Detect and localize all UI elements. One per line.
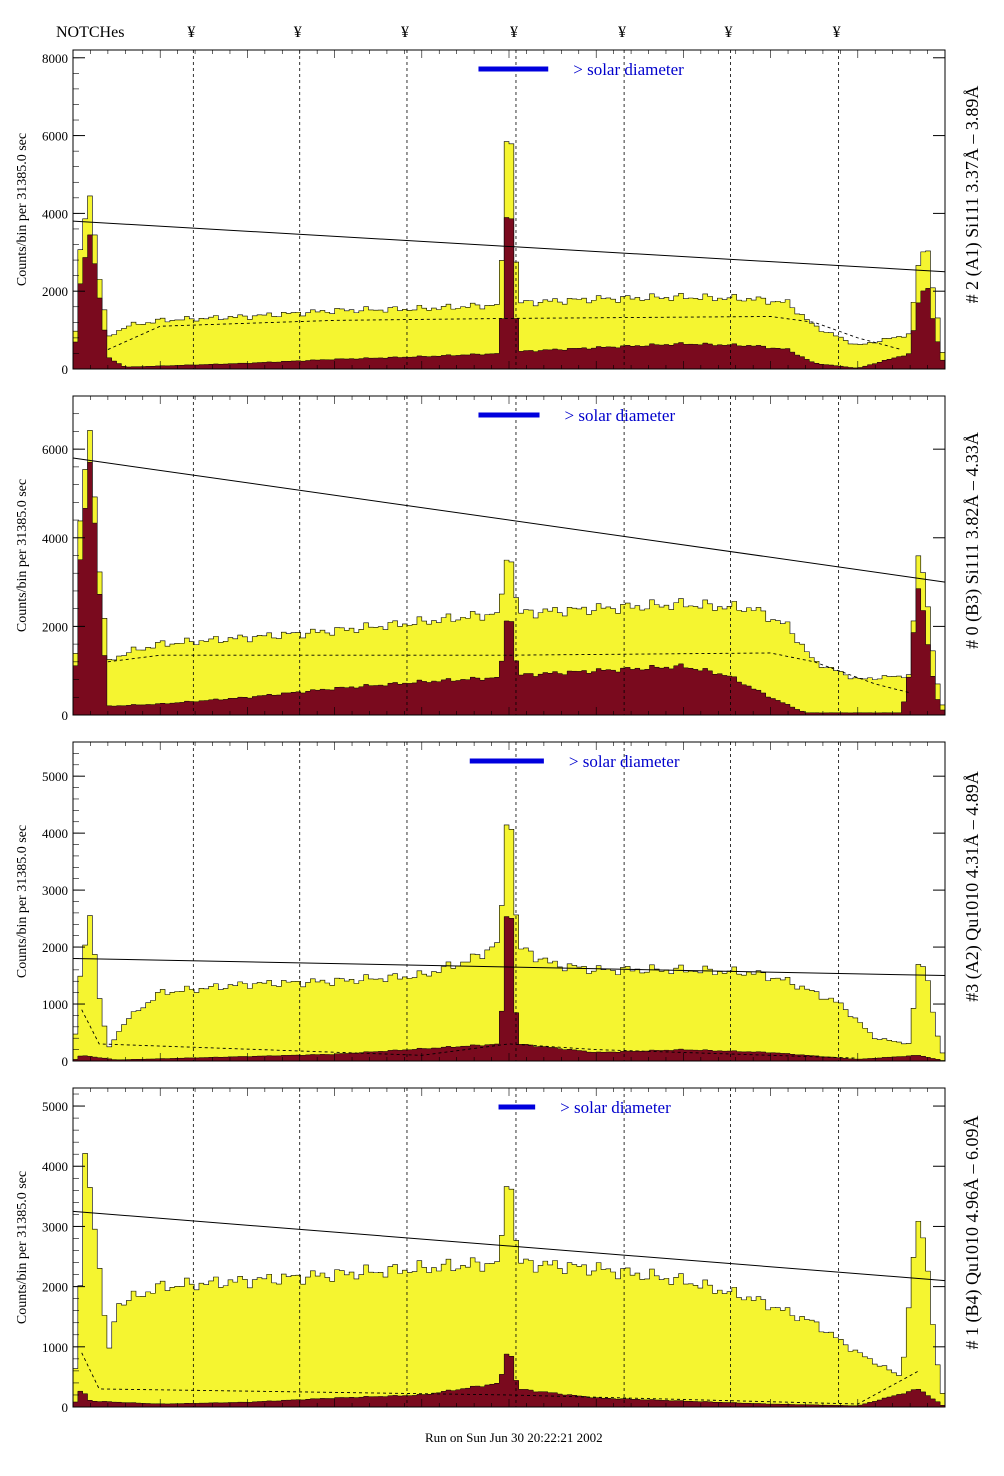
ytick-label-5: 5000 xyxy=(42,1099,68,1114)
ytick-label-0: 0 xyxy=(62,1400,69,1415)
solar-diameter-annotation: > solar diameter xyxy=(565,406,676,425)
notch-symbol-7: ¥ xyxy=(833,24,841,41)
darkred-histogram xyxy=(72,1353,946,1408)
trend-line xyxy=(72,220,946,273)
trend-line xyxy=(72,457,946,583)
chart-panel-3: 0 1000 2000 3000 4000 5000 Counts/bin per 3138… xyxy=(15,741,983,1069)
ytick-label-2: 4000 xyxy=(42,531,68,546)
trend-line xyxy=(72,957,946,977)
notch-symbol-4: ¥ xyxy=(510,24,518,41)
solar-diameter-annotation: > solar diameter xyxy=(573,60,684,79)
ytick-label-0: 0 xyxy=(62,1054,69,1069)
ytick-label-0: 0 xyxy=(62,362,69,377)
solar-diameter-annotation: > solar diameter xyxy=(560,1098,671,1117)
run-timestamp: Run on Sun Jun 30 20:22:21 2002 xyxy=(425,1430,603,1445)
chart-panel-4: 0 1000 2000 3000 4000 5000 Counts/bin per 3138… xyxy=(15,1087,983,1415)
ytick-label-3: 3000 xyxy=(42,1219,68,1234)
ytick-label-4: 8000 xyxy=(42,51,68,66)
dashed-model-curve xyxy=(81,1009,858,1059)
notches-title: NOTCHes xyxy=(56,24,124,41)
ytick-label-3: 6000 xyxy=(42,129,68,144)
chart-panels: 0 2000 4000 6000 8000 Counts/bin per 31385.0 … xyxy=(15,49,983,1415)
ytick-label-2: 2000 xyxy=(42,1280,68,1295)
panel-label: #3 (A2) Qu1010 4.31Å – 4.89Å xyxy=(962,771,983,1001)
chart-panel-2: 0 2000 4000 6000 Counts/bin per 31385.0 sec #… xyxy=(15,395,983,723)
ytick-label-1: 1000 xyxy=(42,1340,68,1355)
chart-panel-1: 0 2000 4000 6000 8000 Counts/bin per 31385.0 … xyxy=(15,49,983,377)
ytick-label-1: 2000 xyxy=(42,619,68,634)
yellow-histogram xyxy=(72,1153,946,1408)
panel-label: # 2 (A1) Si111 3.37Å – 3.89Å xyxy=(962,86,983,304)
ytick-label-3: 3000 xyxy=(42,883,68,898)
darkred-histogram xyxy=(72,461,946,716)
y-axis-label: Counts/bin per 31385.0 sec xyxy=(15,133,30,286)
ytick-label-4: 4000 xyxy=(42,826,68,841)
solar-diameter-annotation: > solar diameter xyxy=(569,752,680,771)
trend-line xyxy=(72,1210,946,1282)
dashed-model-curve xyxy=(107,316,902,350)
darkred-histogram xyxy=(72,916,946,1062)
notch-symbol-6: ¥ xyxy=(724,24,732,41)
darkred-histogram xyxy=(72,217,946,370)
y-axis-label: Counts/bin per 31385.0 sec xyxy=(15,825,30,978)
panel-label: # 0 (B3) Si111 3.82Å – 4.33Å xyxy=(962,432,983,649)
notch-symbol-2: ¥ xyxy=(294,24,302,41)
ytick-label-4: 4000 xyxy=(42,1159,68,1174)
y-axis-label: Counts/bin per 31385.0 sec xyxy=(15,1171,30,1324)
ytick-label-0: 0 xyxy=(62,708,69,723)
notch-symbol-5: ¥ xyxy=(618,24,626,41)
yellow-histogram xyxy=(72,430,946,716)
ytick-label-2: 4000 xyxy=(42,206,68,221)
notch-symbol-1: ¥ xyxy=(187,24,195,41)
ytick-label-1: 2000 xyxy=(42,284,68,299)
dashed-model-curve xyxy=(81,1352,920,1405)
ytick-label-1: 1000 xyxy=(42,997,68,1012)
notch-markers: ¥ ¥ ¥ ¥ ¥ ¥ ¥ xyxy=(187,24,840,41)
ytick-label-3: 6000 xyxy=(42,442,68,457)
y-axis-label: Counts/bin per 31385.0 sec xyxy=(15,479,30,632)
panel-label: # 1 (B4) Qu1010 4.96Å – 6.09Å xyxy=(962,1116,983,1350)
ytick-label-5: 5000 xyxy=(42,769,68,784)
ytick-label-2: 2000 xyxy=(42,940,68,955)
notch-symbol-3: ¥ xyxy=(401,24,409,41)
